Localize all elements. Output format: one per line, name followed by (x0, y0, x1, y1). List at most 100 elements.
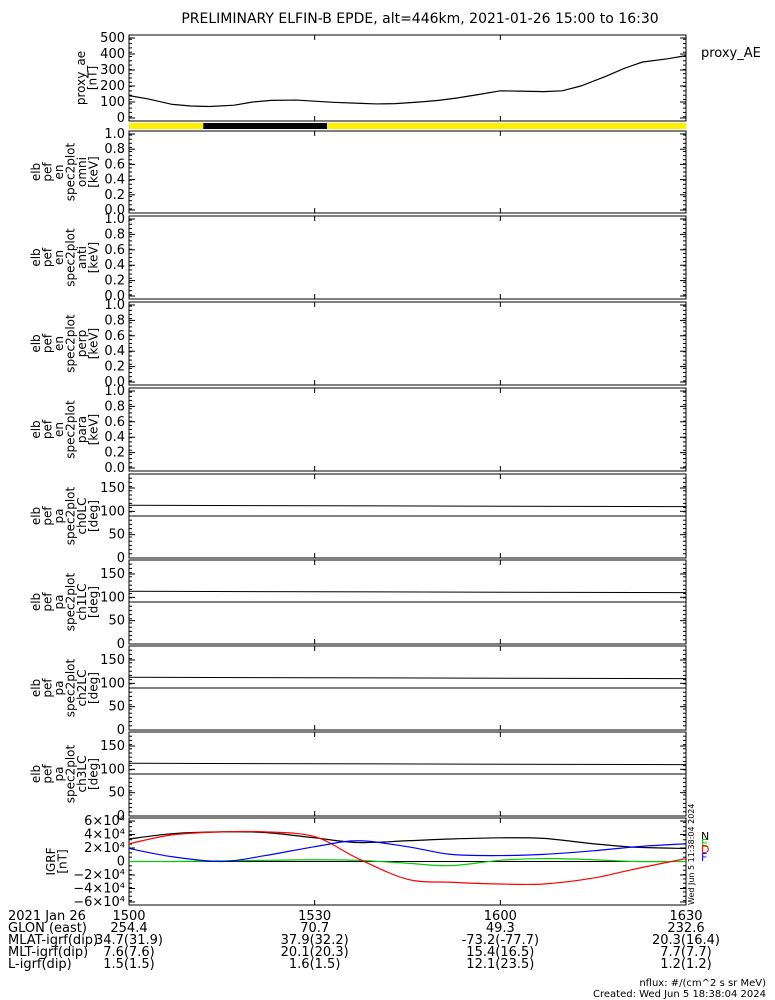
y-axis-label: elb (29, 334, 43, 352)
y-axis-label: pef (41, 162, 55, 182)
loss-cone-line (128, 762, 687, 766)
y-axis-label: pa (52, 681, 66, 696)
igrf-D-line (128, 830, 687, 886)
y-axis-label: spec2plot (64, 572, 78, 631)
loss-cone-line (128, 590, 687, 594)
row-value: 254.4 (110, 921, 147, 936)
y-tick-label: 0 (117, 111, 125, 126)
proxy-ae-line (128, 55, 687, 108)
y-axis-label: ch3LC (75, 756, 89, 793)
y-axis-label: spec2plot (64, 486, 78, 545)
y-tick-label: 150 (100, 653, 125, 668)
y-tick-label: 0 (117, 723, 125, 738)
y-axis-label: pef (41, 419, 55, 439)
y-tick-label: 2×10⁴ (84, 841, 125, 856)
row-value: 1500 (112, 909, 145, 924)
row-value: 34.7(31.9) (95, 933, 163, 948)
y-axis-label: spec2plot (64, 142, 78, 201)
y-axis-label: ch0LC (75, 498, 89, 535)
y-tick-label: 0.6 (104, 157, 125, 172)
panel-frame (128, 130, 687, 214)
y-axis-label: elb (29, 248, 43, 266)
y-axis-label: en (52, 165, 66, 180)
row-label: MLAT-igrf(dip) (8, 933, 98, 948)
y-axis-label: [nT] (86, 66, 100, 90)
y-tick-label: 0.2 (104, 274, 125, 289)
row-label: 2021 Jan 26 (8, 909, 86, 924)
y-tick-label: 50 (108, 528, 125, 543)
legend-F: F (701, 851, 707, 864)
y-tick-label: 0.8 (104, 399, 125, 414)
y-tick-label: 100 (100, 95, 125, 110)
row-value: 49.3 (486, 921, 515, 936)
side-stamp: Wed Jun 5 11:38:04 2024 (687, 804, 696, 906)
y-axis-label: [keV] (87, 242, 101, 273)
zone-bar-yellow (129, 123, 204, 129)
y-tick-label: 0.4 (104, 430, 125, 445)
y-tick-label: 500 (100, 31, 125, 46)
zone-bar-black (203, 123, 328, 129)
y-tick-label: 300 (100, 63, 125, 78)
panel-perp: 1.00.80.60.40.20.0 elbpefenspec2plotperp[… (29, 298, 687, 390)
y-tick-label: 0.8 (104, 142, 125, 157)
row-value: -73.2(-77.7) (462, 933, 539, 948)
y-axis-label: IGRF (44, 847, 58, 875)
y-tick-label: 150 (100, 739, 125, 754)
legend-E: E (701, 837, 708, 850)
y-tick-label: 50 (108, 786, 125, 801)
igrf-F-line (128, 840, 687, 863)
row-value: 20.1(20.3) (281, 945, 349, 960)
y-axis-label: perp (75, 330, 89, 358)
y-axis-label: pef (41, 592, 55, 612)
row-value: 1.5(1.5) (103, 957, 155, 972)
footer-nflux: nflux: #/(cm^2 s sr MeV) (639, 978, 766, 989)
y-tick-label: 0.0 (104, 461, 125, 476)
row-value: 7.6(7.6) (103, 945, 155, 960)
y-axis-label: ch1LC (75, 584, 89, 621)
y-tick-label: 0.4 (104, 344, 125, 359)
loss-cone-line (128, 676, 687, 680)
y-axis-label: pef (41, 247, 55, 267)
y-tick-label: 1.0 (104, 384, 125, 399)
igrf-E-line (128, 857, 687, 867)
row-value: 15.4(16.5) (466, 945, 534, 960)
y-tick-label: 0.8 (104, 227, 125, 242)
y-axis-label: elb (29, 593, 43, 611)
row-value: 70.7 (300, 921, 329, 936)
y-axis-label: elb (29, 420, 43, 438)
row-value: 1530 (298, 909, 331, 924)
row-value: 37.9(32.2) (281, 933, 349, 948)
panel-frame (128, 215, 687, 300)
panel-frame (128, 301, 687, 386)
y-axis-label: [nT] (56, 849, 70, 873)
y-axis-label: [deg] (87, 758, 101, 790)
y-tick-label: 50 (108, 700, 125, 715)
y-axis-label: anti (75, 246, 89, 269)
y-axis-label: elb (29, 765, 43, 783)
row-label: MLT-igrf(dip) (8, 945, 88, 960)
y-tick-label: 0.4 (104, 173, 125, 188)
y-axis-label: spec2plot (64, 400, 78, 459)
y-tick-label: 1.0 (104, 212, 125, 227)
y-tick-label: 0 (117, 637, 125, 652)
y-tick-label: −6×10⁴ (73, 895, 125, 910)
y-tick-label: 150 (100, 567, 125, 582)
y-tick-label: 4×10⁴ (84, 828, 125, 843)
y-tick-label: 0.2 (104, 188, 125, 203)
loss-cone-line (128, 504, 687, 508)
y-tick-label: 100 (100, 676, 125, 691)
y-axis-label: [deg] (87, 586, 101, 618)
y-tick-label: 0.6 (104, 415, 125, 430)
panel-frame (128, 387, 687, 472)
y-axis-label: [keV] (87, 156, 101, 187)
row-value: 1.6(1.5) (289, 957, 341, 972)
y-axis-label: spec2plot (64, 658, 78, 717)
footer-created: Created: Wed Jun 5 18:38:04 2024 (593, 989, 766, 1000)
y-tick-label: 50 (108, 614, 125, 629)
y-axis-label: pef (41, 333, 55, 353)
